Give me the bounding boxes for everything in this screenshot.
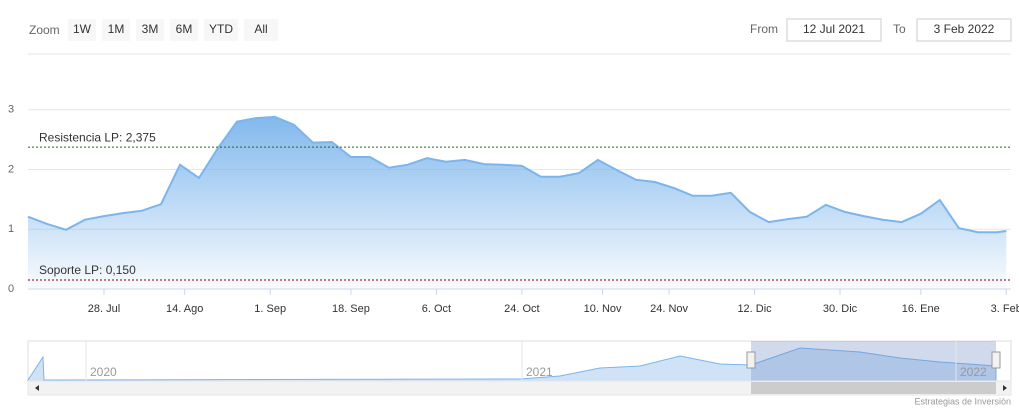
navigator-handle[interactable] bbox=[991, 351, 1001, 369]
zoom-button[interactable] bbox=[102, 19, 130, 41]
zoom-button[interactable] bbox=[170, 19, 198, 41]
x-tick-label: 18. Sep bbox=[332, 303, 370, 315]
from-value: 12 Jul 2021 bbox=[803, 22, 865, 36]
plot-line-label: Soporte LP: 0,150 bbox=[39, 263, 136, 277]
x-tick-label: 14. Ago bbox=[166, 303, 203, 315]
x-tick-label: 28. Jul bbox=[88, 303, 120, 315]
navigator-handle[interactable] bbox=[746, 351, 756, 369]
y-tick-label: 0 bbox=[8, 283, 14, 295]
y-tick-label: 3 bbox=[8, 104, 14, 116]
x-tick-label: 6. Oct bbox=[422, 303, 451, 315]
zoom-label: Zoom bbox=[29, 23, 60, 37]
zoom-button-label: 1M bbox=[108, 22, 125, 36]
x-tick-label: 30. Dic bbox=[823, 303, 858, 315]
x-tick-label: 12. Dic bbox=[737, 303, 772, 315]
x-tick-label: 10. Nov bbox=[584, 303, 622, 315]
to-input[interactable] bbox=[916, 18, 1012, 42]
zoom-button[interactable] bbox=[136, 19, 164, 41]
area-fill bbox=[28, 116, 1007, 290]
navigator-label: 2021 bbox=[526, 365, 553, 379]
to-label: To bbox=[893, 22, 906, 36]
from-input[interactable] bbox=[786, 18, 882, 42]
x-tick-label: 1. Sep bbox=[254, 303, 286, 315]
x-tick-label: 24. Oct bbox=[504, 303, 539, 315]
x-tick-label: 3. Feb bbox=[991, 303, 1019, 315]
zoom-button[interactable] bbox=[68, 19, 96, 41]
y-tick-label: 1 bbox=[8, 223, 14, 235]
area-line bbox=[27, 115, 1007, 234]
zoom-button-label: YTD bbox=[209, 22, 233, 36]
navigator-label: 2020 bbox=[90, 365, 117, 379]
zoom-button[interactable] bbox=[244, 19, 278, 41]
zoom-button-label: 1W bbox=[73, 22, 92, 36]
zoom-button[interactable] bbox=[204, 19, 238, 41]
x-tick-label: 24. Nov bbox=[650, 303, 688, 315]
credits: Estrategias de Inversión bbox=[914, 396, 1011, 406]
plot-line-label: Resistencia LP: 2,375 bbox=[39, 130, 156, 144]
from-label: From bbox=[750, 22, 778, 36]
y-tick-label: 2 bbox=[8, 163, 14, 175]
zoom-button-label: All bbox=[254, 22, 267, 36]
to-value: 3 Feb 2022 bbox=[934, 22, 995, 36]
navigator-mask[interactable] bbox=[751, 341, 996, 381]
navigator-label: 2022 bbox=[960, 365, 987, 379]
x-tick-label: 16. Ene bbox=[902, 303, 940, 315]
scrollbar-thumb[interactable] bbox=[751, 382, 996, 394]
zoom-button-label: 6M bbox=[176, 22, 193, 36]
zoom-button-label: 3M bbox=[142, 22, 159, 36]
